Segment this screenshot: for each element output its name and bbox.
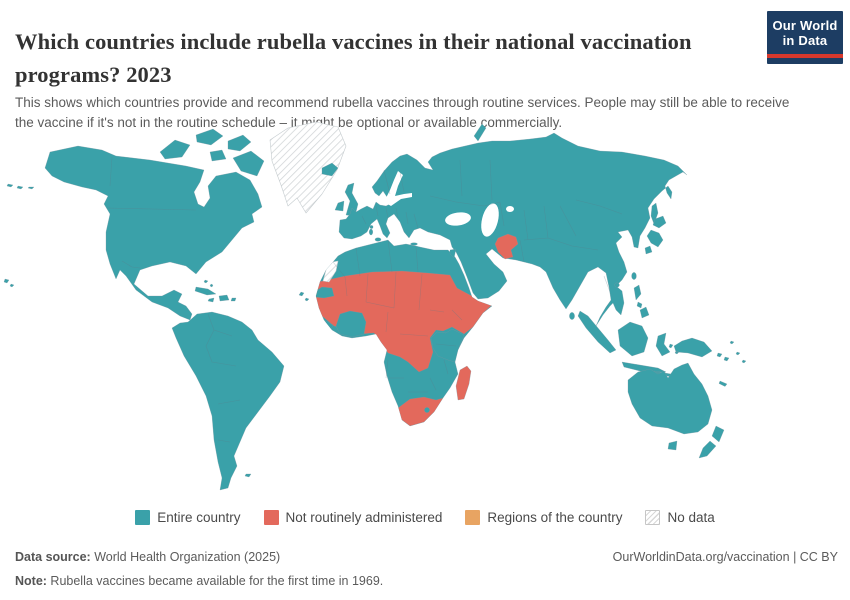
region-novaya-zemlya[interactable] <box>473 123 487 142</box>
owid-logo-line1: Our World <box>772 18 838 33</box>
region-caribbean-islands[interactable] <box>194 279 237 303</box>
region-tasmania[interactable] <box>667 440 678 451</box>
legend-swatch-no-data <box>645 510 661 525</box>
region-east-africa[interactable] <box>430 328 465 363</box>
chart-subtitle: This shows which countries provide and r… <box>15 94 790 130</box>
region-sri-lanka[interactable] <box>569 312 575 320</box>
region-canadian-arctic-islands[interactable] <box>159 128 265 177</box>
legend-label-no-data: No data <box>667 510 715 525</box>
region-ireland[interactable] <box>334 200 345 212</box>
legend-label-regions-of-the-country: Regions of the country <box>487 510 623 525</box>
region-cape-verde[interactable] <box>298 291 310 302</box>
region-hawaii-aleutians[interactable] <box>3 183 35 288</box>
region-greenland[interactable] <box>269 121 347 214</box>
region-hainan[interactable] <box>614 282 620 288</box>
region-new-zealand[interactable] <box>698 425 725 459</box>
legend-item-entire-country[interactable]: Entire country <box>135 510 241 525</box>
data-source-value: World Health Organization (2025) <box>90 550 281 564</box>
region-taiwan[interactable] <box>631 272 637 280</box>
region-pacific-islands[interactable] <box>716 340 747 387</box>
region-australia[interactable] <box>627 362 713 435</box>
owid-attribution-link[interactable]: OurWorldinData.org/vaccination | CC BY <box>612 550 838 564</box>
note-value: Rubella vaccines became available for th… <box>46 574 384 588</box>
baltic-sea <box>384 171 412 206</box>
chart-footer: Data source: World Health Organization (… <box>15 545 838 593</box>
region-north-america[interactable] <box>44 145 263 321</box>
region-sinai <box>449 248 457 259</box>
country-borders <box>106 156 623 443</box>
legend-label-not-routinely-administered: Not routinely administered <box>285 510 443 525</box>
data-source-label: Data source: <box>15 550 91 564</box>
region-lesotho[interactable] <box>424 407 430 413</box>
owid-logo-line2: in Data <box>782 33 828 48</box>
owid-logo-red-bar <box>767 54 843 58</box>
page-title: Which countries include rubella vaccines… <box>15 29 692 88</box>
black-sea <box>445 212 471 226</box>
region-philippines[interactable] <box>633 284 650 319</box>
region-mediterranean-islands[interactable] <box>368 225 418 246</box>
region-japan[interactable] <box>644 215 667 255</box>
legend-label-entire-country: Entire country <box>157 510 241 525</box>
region-senegal[interactable] <box>314 286 335 299</box>
legend-swatch-entire-country <box>135 510 151 525</box>
data-source-line: Data source: World Health Organization (… <box>15 545 280 569</box>
region-falkland-islands[interactable] <box>244 473 252 478</box>
caspian-sea <box>481 203 499 237</box>
aral-sea <box>506 206 514 212</box>
owid-logo[interactable]: Our World in Data <box>767 11 843 64</box>
legend-swatch-not-routinely-administered <box>263 510 279 525</box>
region-madagascar[interactable] <box>455 365 472 401</box>
region-south-america[interactable] <box>171 311 285 491</box>
region-ghana-cote-divoire[interactable] <box>335 310 367 338</box>
note-line: Note: Rubella vaccines became available … <box>15 574 383 588</box>
region-afghanistan[interactable] <box>494 233 519 260</box>
legend-swatch-regions-of-the-country <box>465 510 481 525</box>
region-eurasia[interactable] <box>338 132 688 327</box>
map-legend: Entire country Not routinely administere… <box>0 510 850 525</box>
note-label: Note: <box>15 574 47 588</box>
legend-item-regions-of-the-country[interactable]: Regions of the country <box>465 510 622 525</box>
legend-item-no-data[interactable]: No data <box>645 510 715 525</box>
region-iceland[interactable] <box>321 162 339 177</box>
legend-item-not-routinely-administered[interactable]: Not routinely administered <box>263 510 443 525</box>
